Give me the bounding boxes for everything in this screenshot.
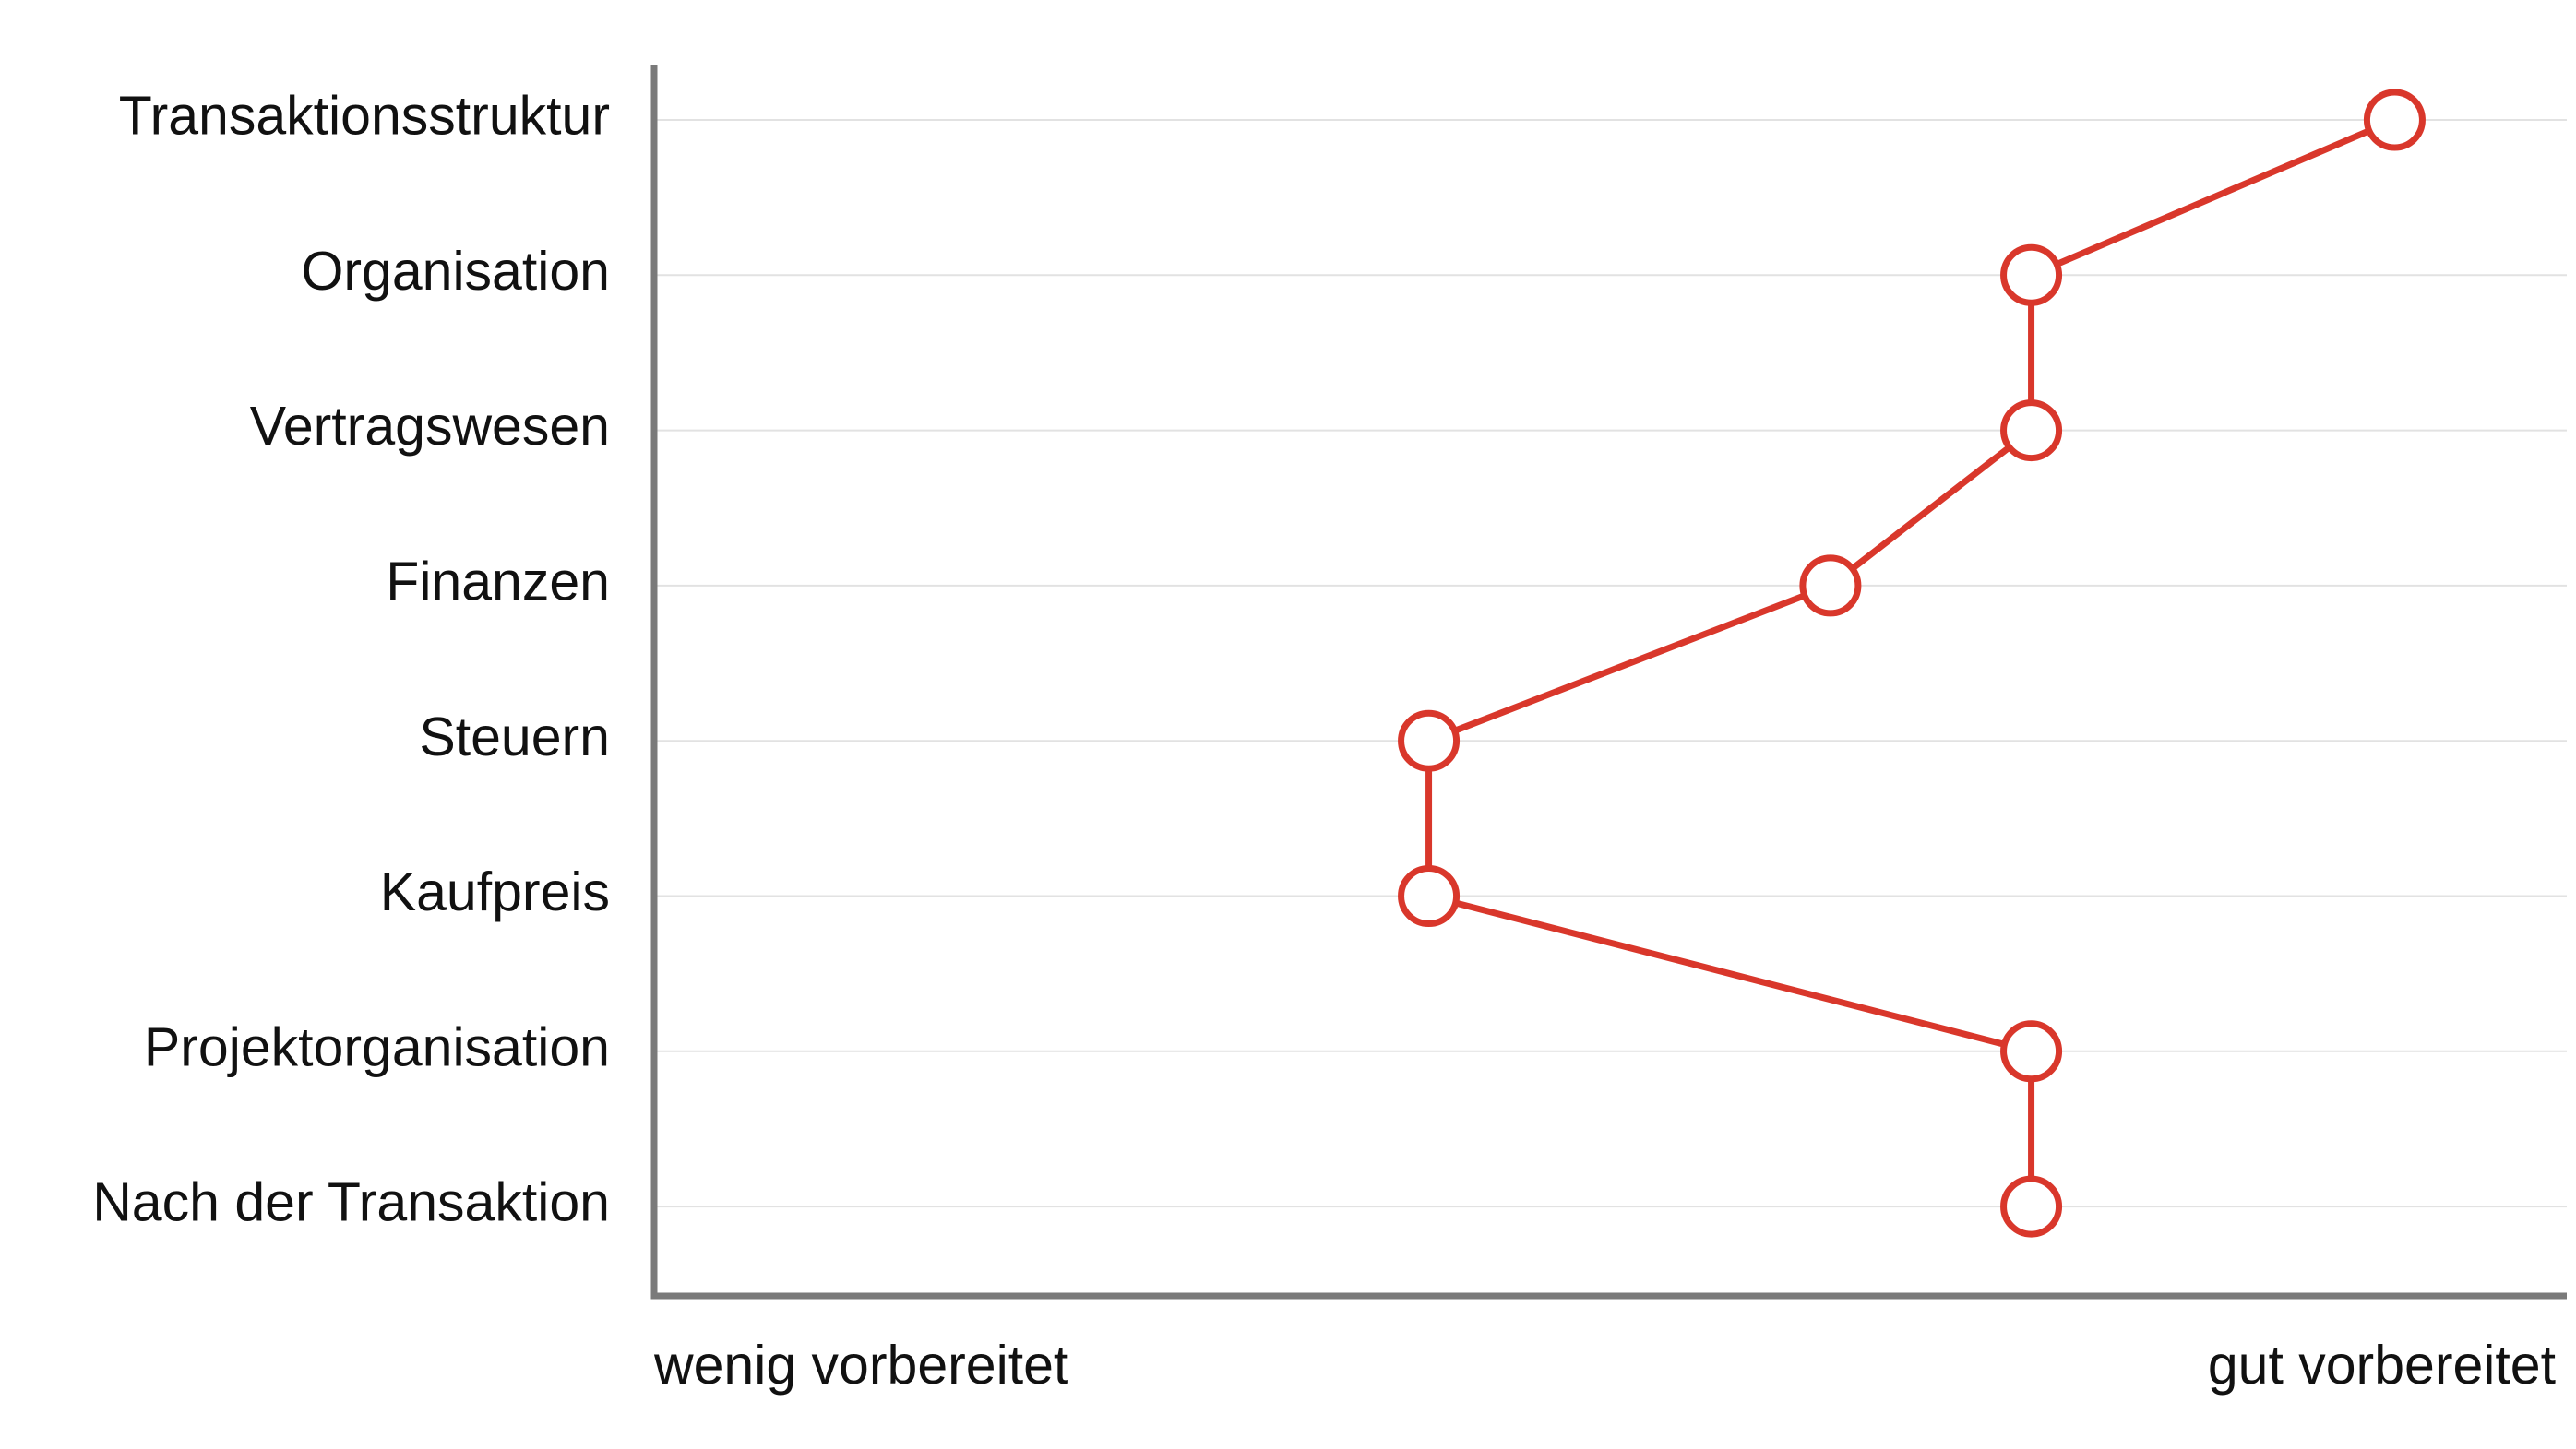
data-point [2000,1020,2063,1083]
data-point [2000,243,2063,306]
x-axis-min-label: wenig vorbereitet [653,1335,1068,1396]
data-point [2000,399,2063,462]
data-point [1799,554,1862,617]
category-label: Projektorganisation [144,1016,610,1077]
category-labels: Transaktionsstruktur Organisation Vertrags… [92,86,610,1233]
category-label: Finanzen [386,551,610,612]
data-points [1398,89,2426,1238]
category-label: Nach der Transaktion [92,1172,610,1233]
category-label: Vertragswesen [250,396,610,457]
data-point [2000,1175,2063,1238]
category-label: Organisation [301,241,610,302]
axis-lines [650,65,2567,1300]
data-point [2363,89,2426,151]
category-label: Steuern [419,707,610,767]
data-point [1398,865,1461,927]
series-line [1425,116,2396,1207]
category-label: Kaufpreis [380,861,610,922]
gridlines [654,119,2567,1208]
category-label: Transaktionsstruktur [119,86,610,147]
x-axis-max-label: gut vorbereitet [2208,1335,2556,1396]
data-point [1398,709,1461,772]
